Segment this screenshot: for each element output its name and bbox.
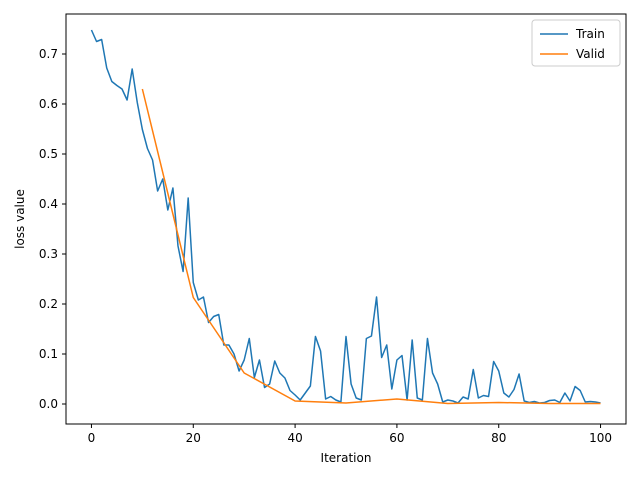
x-tick-label: 60 [389, 431, 404, 445]
plot-frame [65, 13, 627, 425]
y-tick-label: 0.7 [39, 47, 58, 61]
x-tick-label: 20 [186, 431, 201, 445]
legend: Train Valid [531, 19, 621, 67]
x-tick-label: 0 [88, 431, 96, 445]
y-tick-label: 0.4 [39, 197, 58, 211]
ticks-layer: 0 20 40 60 80 100 0.0 0.1 0.2 0.3 0.4 0.5 0.6 0.7 [39, 47, 612, 445]
y-tick-label: 0.6 [39, 97, 58, 111]
y-axis-label: loss value [13, 189, 27, 249]
y-tick-label: 0.1 [39, 347, 58, 361]
legend-label-valid: Valid [576, 47, 605, 61]
y-tick-label: 0.3 [39, 247, 58, 261]
x-tick-label: 80 [491, 431, 506, 445]
x-axis-label: Iteration [321, 451, 372, 465]
x-tick-label: 100 [589, 431, 612, 445]
series-line-valid [141, 88, 601, 405]
y-tick-label: 0.5 [39, 147, 58, 161]
y-tick-label: 0.0 [39, 397, 58, 411]
legend-label-train: Train [575, 27, 605, 41]
x-tick-label: 40 [287, 431, 302, 445]
y-tick-label: 0.2 [39, 297, 58, 311]
series-layer [90, 29, 601, 405]
